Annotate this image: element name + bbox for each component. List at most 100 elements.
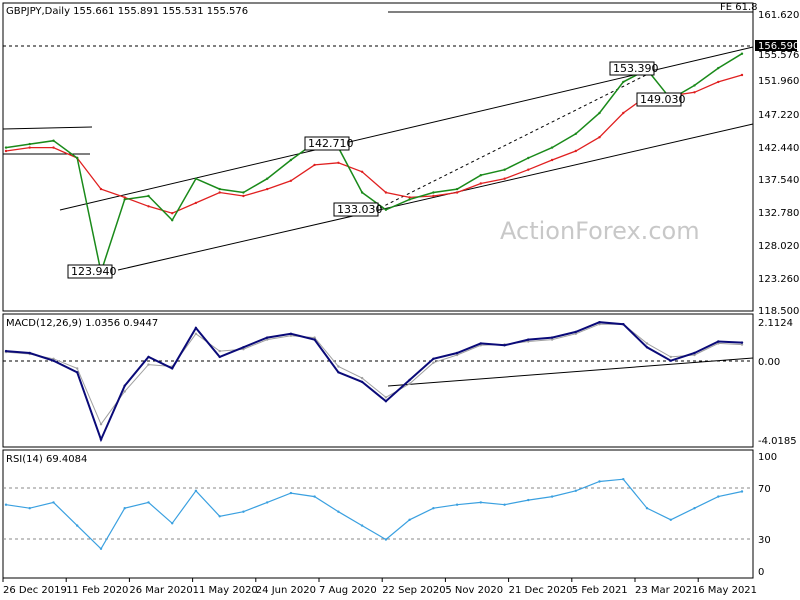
rsi-y-tick: 70 [758,484,771,495]
rsi-path-point [384,538,388,541]
x-tick-label: 11 Feb 2020 [66,585,128,596]
macd-path-point [740,341,744,344]
macd-signal-path-point [527,340,530,343]
macd-line [4,321,744,443]
sma-path-point [99,187,103,191]
channel-lower-line [117,123,754,271]
macd-y-tick: -4.0185 [758,436,797,447]
macd-path-point [4,349,8,353]
price-path-point [717,66,720,70]
sma-path-point [408,196,411,199]
rsi-path-point [289,491,293,495]
rsi-path-point [147,501,150,504]
rsi-path-point [360,524,364,527]
price-path-point [218,187,221,191]
rsi-path-point [123,507,126,510]
rsi-path-point [313,495,316,498]
macd-path-point [574,330,577,334]
price-path-point [266,177,269,180]
channel-mid-dashed-line [379,72,651,209]
sma-path-point [740,73,744,77]
sma-path-point [622,111,625,115]
rsi-path-point [527,498,530,502]
price-path-point [28,142,31,146]
macd-path-point [503,344,506,347]
sma-path-point [147,205,150,208]
price-y-tick: 118.500 [758,306,799,317]
rsi-path-point [76,524,79,527]
macd-signal-path-point [147,363,150,366]
x-tick-label: 11 May 2020 [193,585,258,596]
price-y-tick: 123.260 [758,274,799,285]
price-path-point [171,219,174,222]
macd-path-point [218,355,221,359]
macd-signal-path-point [360,376,364,380]
rsi-path-point [598,480,601,483]
macd-signal-path-point [76,367,79,370]
sma-path-point [479,182,482,185]
macd-trend-line [387,357,754,387]
sma-path-point [503,177,506,180]
rsi-path-point [218,515,221,518]
price-path-point [503,168,506,171]
rsi-panel-frame [2,449,754,579]
price-y-tick: 147.220 [758,110,799,121]
rsi-path-point [693,507,696,510]
early-range-top-line [2,126,93,130]
x-tick-label: 26 Mar 2020 [129,585,192,596]
macd-path-point [28,351,31,355]
price-header: GBPJPY,Daily 155.661 155.891 155.531 155… [6,6,248,17]
macd-path-point [76,371,79,374]
rsi-line [4,478,744,550]
macd-path-point [194,326,198,330]
sma-path-point [455,191,459,194]
sma-path-point [289,179,293,182]
price-y-axis: 161.620 151.960 147.220 142.440 137.540 … [758,10,799,317]
macd-signal-path-point [598,323,601,326]
current-price-label: 155.576 [758,50,799,61]
macd-path [5,321,743,443]
price-path-point [455,187,459,191]
price-path-point [408,198,411,201]
macd-path-point [717,340,720,343]
sma-path-point [242,194,245,198]
annotation-box [67,264,113,279]
macd-signal-path-point [52,357,55,360]
sma-path-point [717,80,720,84]
macd-y-tick: 2.1124 [758,318,793,329]
macd-path-point [337,371,340,374]
price-path [5,53,743,275]
rsi-path-point [717,495,720,498]
macd-signal-path-point [384,396,388,399]
macd-signal-path-point [218,349,221,353]
x-tick-label: 21 Dec 2020 [509,585,573,596]
rsi-path-point [574,489,577,492]
watermark: ActionForex.com [500,217,700,245]
macd-path-point [598,321,601,324]
macd-header: MACD(12,26,9) 1.0356 0.9447 [6,318,158,329]
x-tick-label: 22 Sep 2020 [382,585,445,596]
annotation-text: 123.940 [71,265,117,278]
price-path-point [432,191,435,194]
rsi-y-tick: 0 [758,567,764,578]
rsi-path-point [669,518,672,521]
annotation-149-030: 149.030 [636,92,686,107]
x-tick-label: 7 Aug 2020 [319,585,377,596]
macd-signal-path-point [693,353,696,357]
price-path-point [740,52,744,55]
macd-signal-path-point [550,338,554,341]
price-y-tick: 128.020 [758,241,799,252]
macd-signal-path-point [455,353,459,357]
price-path-point [574,132,577,135]
rsi-path-point [242,510,245,513]
rsi-path [5,478,743,550]
macd-signal-path-point [99,423,103,426]
macd-signal-path-point [574,332,577,335]
macd-signal-path-point [123,390,126,393]
price-path-point [194,177,198,180]
macd-y-tick: 0.00 [758,357,780,368]
sma-path-point [360,170,364,173]
annotation-133-030: 133.030 [333,202,383,217]
sma-path-point [4,149,8,153]
rsi-path-point [432,507,435,510]
